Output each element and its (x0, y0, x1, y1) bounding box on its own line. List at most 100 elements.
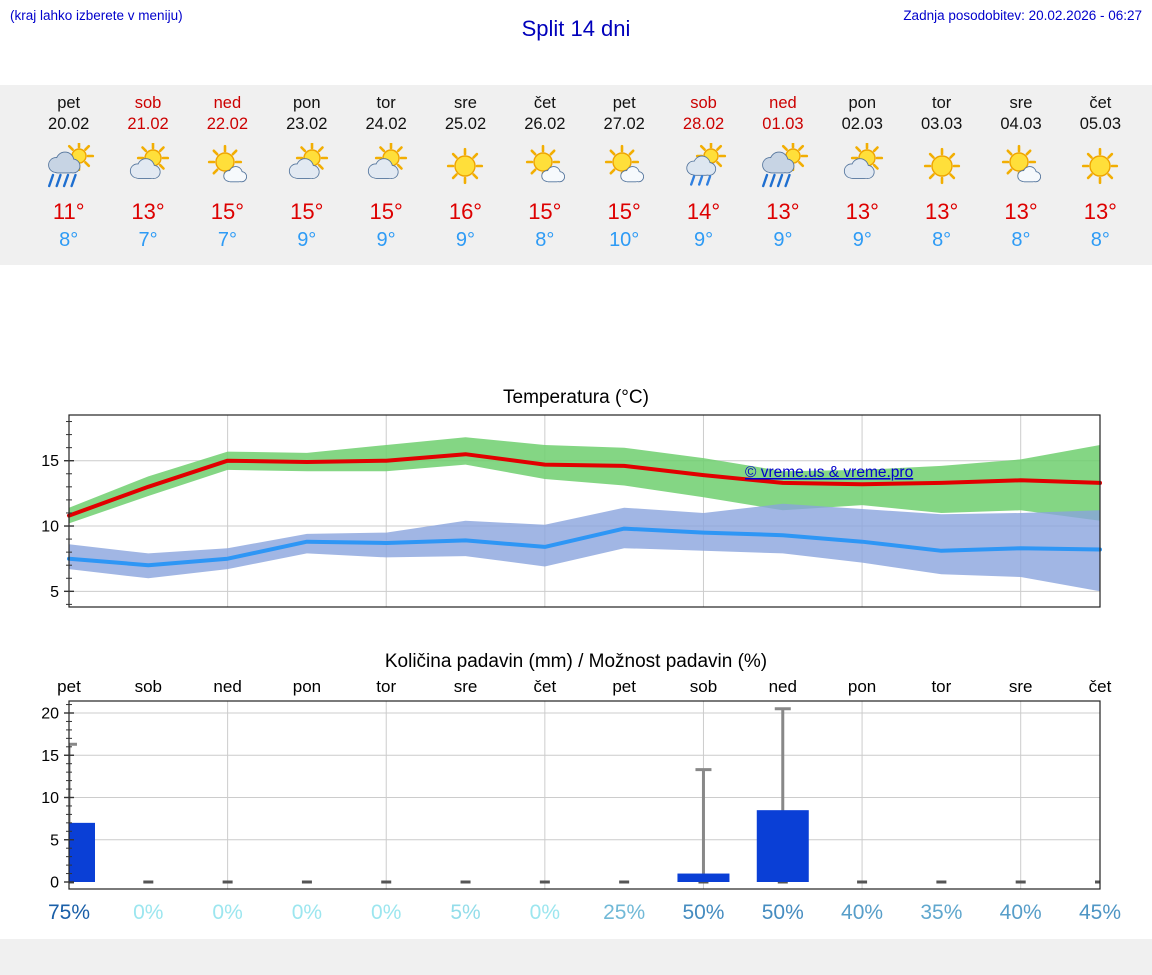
forecast-day-column: sre 25.02 16° 9° (426, 93, 505, 265)
precip-y-tick-label: 5 (50, 832, 59, 849)
precip-probability: 40% (841, 901, 883, 924)
day-date: 23.02 (286, 115, 328, 133)
precip-probability: 0% (212, 901, 242, 924)
day-date: 24.02 (365, 115, 407, 133)
forecast-day-column: sre 04.03 13° 8° (981, 93, 1060, 265)
low-temp: 9° (773, 229, 793, 251)
mostly-sunny-icon (981, 136, 1060, 196)
day-date: 20.02 (48, 115, 90, 133)
low-temp: 8° (1011, 229, 1031, 251)
high-temp: 11° (52, 199, 85, 224)
day-name: čet (1089, 94, 1112, 112)
day-date: 26.02 (524, 115, 566, 133)
precip-probability: 25% (603, 901, 645, 924)
precip-probability: 0% (292, 901, 322, 924)
forecast-day-column: čet 05.03 13° 8° (1061, 93, 1140, 265)
precip-day-label: pet (57, 677, 81, 696)
low-temp: 9° (693, 229, 714, 251)
precipitation-bar (677, 873, 730, 882)
high-temp: 15° (607, 199, 641, 224)
day-name: sre (454, 94, 477, 112)
low-temp: 9° (852, 229, 872, 251)
precip-probability: 5% (450, 901, 480, 924)
forecast-day-column: sob 21.02 13° 7° (108, 93, 187, 265)
header: (kraj lahko izberete v meniju) Split 14 … (0, 0, 1152, 85)
low-temp: 8° (59, 229, 79, 251)
day-name: sre (1009, 94, 1033, 112)
precip-day-label: pon (848, 677, 876, 696)
precip-probability: 40% (1000, 901, 1042, 924)
high-temp: 13° (845, 199, 879, 224)
precip-y-tick-label: 15 (41, 748, 59, 765)
high-temp: 15° (210, 199, 245, 224)
high-temp: 13° (1083, 199, 1117, 224)
watermark-link[interactable]: © vreme.us & vreme.pro (745, 464, 913, 481)
precip-y-tick-label: 20 (41, 706, 59, 723)
precip-day-label: sob (690, 677, 717, 696)
low-temp: 10° (609, 229, 640, 251)
temperature-chart-title: Temperatura (°C) (503, 387, 649, 408)
day-date: 28.02 (682, 115, 725, 133)
precip-y-tick-label: 10 (41, 790, 59, 807)
day-name: sob (690, 94, 717, 112)
precip-day-label: sob (135, 677, 162, 696)
sunny-icon (426, 136, 505, 196)
forecast-day-column: čet 26.02 15° 8° (505, 93, 584, 265)
temperature-chart: 5 10 15 © vreme.us & vreme.pro (41, 414, 1102, 608)
precip-day-label: pet (612, 677, 636, 696)
high-temp: 16° (448, 199, 483, 224)
precip-day-label: ned (213, 677, 241, 696)
low-temp: 9° (455, 229, 476, 251)
page-title: Split 14 dni (521, 16, 631, 41)
day-name: sob (134, 94, 162, 112)
day-date: 04.03 (1000, 115, 1042, 133)
high-temp: 13° (766, 199, 800, 224)
precip-probability: 0% (133, 901, 163, 924)
precip-day-label: čet (534, 677, 557, 696)
precip-probability: 45% (1079, 901, 1121, 924)
partly-icon (823, 136, 902, 196)
precip-probability: 75% (48, 901, 90, 924)
day-date: 25.02 (444, 115, 487, 133)
precipitation-bar (69, 822, 95, 882)
high-temp: 13° (131, 199, 165, 224)
day-name: ned (213, 94, 242, 112)
forecast-day-column: tor 24.02 15° 9° (346, 93, 425, 265)
low-temp: 8° (932, 229, 952, 251)
mostly-sunny-icon (188, 136, 267, 196)
precipitation-chart: pet sob ned pon tor sre čet pet sob ned pon tor sre č… (41, 677, 1121, 924)
forecast-day-column: tor 03.03 13° 8° (902, 93, 981, 265)
low-temp: 8° (535, 229, 555, 251)
precip-y-tick-label: 0 (50, 875, 59, 892)
low-temp: 7° (138, 229, 158, 251)
day-date: 21.02 (127, 115, 169, 133)
precipitation-chart-title: Količina padavin (mm) / Možnost padavin … (384, 651, 768, 672)
forecast-day-column: sob 28.02 14° 9° (664, 93, 743, 265)
forecast-day-column: ned 01.03 13° 9° (743, 93, 822, 265)
partly-icon (108, 136, 187, 196)
bottom-strip (0, 939, 1152, 975)
day-date: 02.03 (841, 115, 883, 133)
precip-day-label: čet (1089, 677, 1112, 696)
high-temp: 13° (924, 199, 959, 224)
precip-day-label: sre (1009, 677, 1033, 696)
forecast-day-column: pet 20.02 11° 8° (29, 93, 108, 265)
precip-day-label: tor (376, 677, 396, 696)
precip-probability: 35% (920, 901, 962, 924)
day-name: tor (376, 94, 396, 112)
rain-icon (29, 136, 108, 196)
low-temp: 8° (1090, 229, 1110, 251)
day-name: tor (932, 94, 952, 112)
high-temp: 15° (528, 199, 562, 224)
day-name: pet (612, 94, 636, 112)
rain-icon (743, 136, 822, 196)
temp-y-tick-label: 10 (41, 519, 59, 536)
day-date: 05.03 (1079, 115, 1121, 133)
menu-hint: (kraj lahko izberete v meniju) (10, 8, 183, 23)
precip-day-label: sre (454, 677, 478, 696)
forecast-day-column: pon 23.02 15° 9° (267, 93, 346, 265)
high-temp: 15° (290, 199, 324, 224)
low-temp: 9° (376, 229, 396, 251)
partly-icon (346, 136, 425, 196)
high-temp: 15° (369, 199, 403, 224)
